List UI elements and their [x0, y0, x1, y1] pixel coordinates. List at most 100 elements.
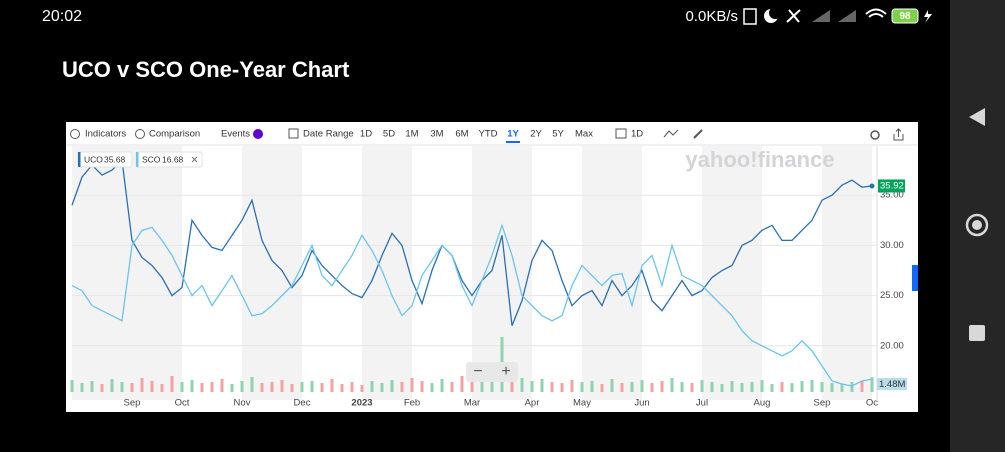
volume-bar: [460, 376, 464, 392]
interval-icon: [615, 128, 627, 139]
volume-bar: [410, 378, 414, 392]
range-button[interactable]: YTD: [479, 129, 498, 140]
charging-icon: [924, 10, 932, 23]
status-speed: 0.0KB/s: [685, 8, 738, 25]
volume-bar: [580, 382, 584, 392]
x-tick-label: Nov: [234, 398, 251, 409]
home-button[interactable]: [965, 213, 989, 237]
volume-bar: [130, 383, 134, 392]
volume-bar: [850, 382, 854, 392]
back-button[interactable]: [969, 108, 985, 126]
draw-icon[interactable]: [693, 129, 703, 139]
toolbar-item[interactable]: Date Range: [303, 129, 354, 140]
recents-button[interactable]: [969, 325, 985, 341]
series-line: [71, 223, 873, 387]
volume-bar: [140, 378, 144, 392]
volume-bar: [630, 382, 634, 392]
comparison-icon: [135, 129, 145, 139]
volume-bar: [840, 384, 844, 392]
zoom-out[interactable]: −: [473, 363, 482, 380]
range-button[interactable]: 3M: [430, 129, 443, 140]
volume-bar: [480, 377, 484, 392]
volume-bar: [310, 381, 314, 392]
x-tick-label: 2023: [351, 398, 372, 409]
legend-value: 16.68: [162, 154, 184, 164]
chart-type-icon[interactable]: [663, 129, 679, 138]
volume-bar: [590, 381, 594, 392]
volume-bar: [270, 382, 274, 392]
settings-icon[interactable]: [870, 130, 880, 140]
month-band: [72, 146, 132, 400]
volume-bar: [660, 381, 664, 392]
range-button[interactable]: 2Y: [530, 129, 542, 140]
share-icon[interactable]: [893, 128, 904, 141]
volume-bar: [810, 380, 814, 392]
range-button[interactable]: 6M: [455, 129, 468, 140]
volume-bar: [720, 384, 724, 392]
volume-bar: [440, 379, 444, 392]
legend-close[interactable]: [191, 156, 198, 163]
volume-bar: [860, 381, 864, 392]
events-badge: [253, 129, 263, 139]
toolbar-item[interactable]: Events: [221, 129, 250, 140]
volume-bar: [400, 382, 404, 392]
x-tick-label: Dec: [294, 398, 311, 409]
x-tick-label: May: [573, 398, 591, 409]
volume-bar: [390, 380, 394, 392]
volume-bar: [220, 379, 224, 392]
range-button[interactable]: 5D: [383, 129, 395, 140]
interval-button[interactable]: 1D: [631, 129, 643, 140]
zoom-in[interactable]: +: [501, 363, 510, 380]
volume-bar: [740, 383, 744, 392]
volume-bar: [730, 381, 734, 392]
x-tick-label: Jul: [696, 398, 708, 409]
y-tick-label: 35.00: [880, 190, 904, 201]
month-band: [242, 146, 302, 400]
last-point: [869, 183, 875, 189]
volume-bar: [340, 384, 344, 392]
toolbar-item[interactable]: Comparison: [149, 129, 200, 140]
legend-name: UCO: [84, 154, 103, 164]
month-band: [822, 146, 872, 400]
volume-bar: [560, 383, 564, 392]
month-band: [362, 146, 412, 400]
volume-bar: [780, 382, 784, 392]
indicators-icon: [70, 129, 80, 139]
volume-bar: [450, 382, 454, 392]
series-line: [71, 158, 873, 326]
x-tick-label: Sep: [814, 398, 831, 409]
month-band: [132, 146, 182, 400]
legend-swatch: [136, 152, 139, 167]
volume-bar: [160, 384, 164, 392]
volume-bar: [260, 383, 264, 392]
volume-bar: [680, 382, 684, 392]
volume-bar: [470, 380, 474, 392]
side-handle[interactable]: [912, 265, 918, 291]
battery-level: 98: [899, 11, 911, 22]
month-bands: [72, 146, 872, 400]
range-button[interactable]: 1M: [405, 129, 418, 140]
range-button[interactable]: 1D: [360, 129, 372, 140]
range-button[interactable]: Max: [575, 129, 593, 140]
signal-icons: [812, 10, 856, 22]
volume-bar: [240, 381, 244, 392]
price-tag: 35.92: [880, 180, 904, 191]
volume-bar: [820, 382, 824, 392]
volume-bar: [870, 377, 874, 392]
volume-bar: [570, 380, 574, 392]
y-tick-label: 25.00: [880, 290, 904, 301]
volume-bar: [280, 380, 284, 392]
range-button[interactable]: 5Y: [552, 129, 564, 140]
toolbar-item[interactable]: Indicators: [85, 129, 126, 140]
volume-bar: [360, 385, 364, 392]
y-tick-label: 20.00: [880, 340, 904, 351]
wifi-icon: [865, 8, 887, 18]
volume-bar: [350, 382, 354, 392]
status-time: 20:02: [42, 8, 82, 25]
volume-bar: [650, 383, 654, 392]
range-button-active[interactable]: 1Y: [507, 129, 519, 140]
volume-bar: [420, 381, 424, 392]
volume-bar: [690, 383, 694, 392]
legend-name: SCO: [142, 154, 161, 164]
